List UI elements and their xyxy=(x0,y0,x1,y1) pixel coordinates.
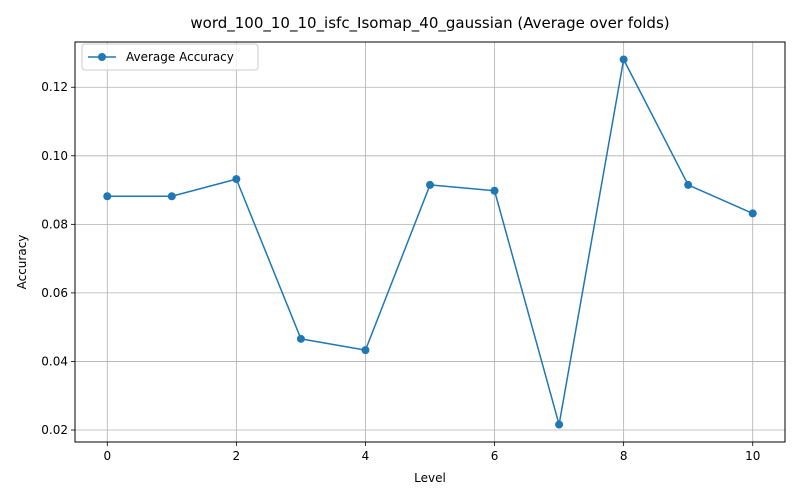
data-point xyxy=(684,180,693,189)
data-point xyxy=(490,186,499,195)
y-tick-label: 0.06 xyxy=(41,286,68,300)
legend-box xyxy=(81,43,259,71)
data-point xyxy=(103,192,112,201)
y-axis-ticks: 0.02 0.04 0.06 0.08 0.10 0.12 xyxy=(41,80,75,437)
x-tick-label: 10 xyxy=(745,449,760,463)
x-tick-label: 4 xyxy=(362,449,370,463)
data-point xyxy=(167,192,176,201)
x-axis-label: Level xyxy=(414,471,446,485)
data-point xyxy=(361,346,370,355)
y-tick-label: 0.10 xyxy=(41,149,68,163)
plot-frame xyxy=(74,41,786,443)
y-axis-label: Accuracy xyxy=(15,235,29,290)
x-tick-label: 8 xyxy=(620,449,628,463)
legend-circle-marker xyxy=(98,53,106,61)
legend: Average Accuracy xyxy=(81,43,259,71)
x-tick-label: 6 xyxy=(491,449,499,463)
chart-title: word_100_10_10_isfc_Isomap_40_gaussian (… xyxy=(190,14,669,33)
y-tick-label: 0.04 xyxy=(41,354,68,368)
data-point xyxy=(748,209,757,218)
data-point xyxy=(555,420,564,429)
y-tick-label: 0.08 xyxy=(41,217,68,231)
legend-label: Average Accuracy xyxy=(126,50,234,64)
series-layer xyxy=(103,55,757,429)
data-point xyxy=(296,334,305,343)
x-axis-ticks: 0 2 4 6 8 10 xyxy=(103,442,760,463)
y-tick-label: 0.12 xyxy=(41,80,68,94)
x-tick-label: 2 xyxy=(233,449,241,463)
data-point xyxy=(232,175,241,184)
grid xyxy=(75,42,785,442)
data-point xyxy=(619,55,628,64)
x-tick-label: 0 xyxy=(103,449,111,463)
data-point xyxy=(426,180,434,189)
y-tick-label: 0.02 xyxy=(41,423,68,437)
